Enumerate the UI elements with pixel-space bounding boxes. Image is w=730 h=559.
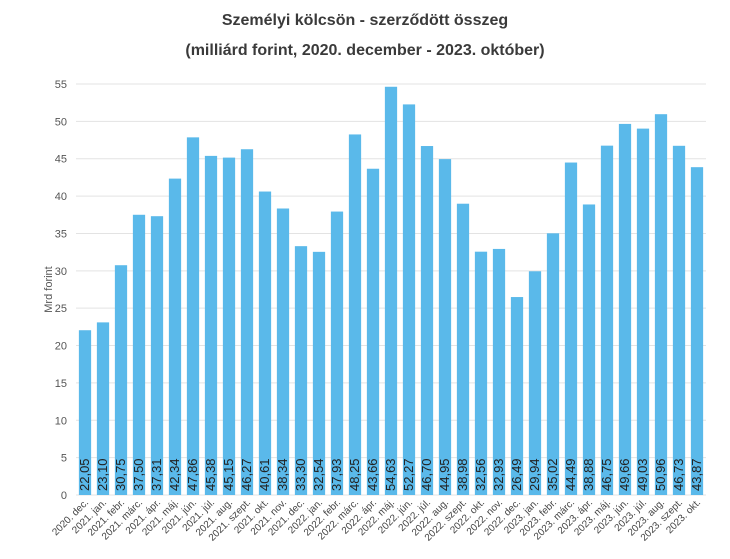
bar [150, 216, 164, 495]
y-tick-label: 40 [55, 191, 67, 203]
bar [294, 246, 308, 495]
bar [348, 134, 362, 495]
data-label: 46,70 [419, 458, 434, 491]
data-label: 50,96 [653, 458, 668, 491]
y-tick-label: 45 [55, 154, 67, 166]
data-label: 45,15 [221, 458, 236, 491]
bar [690, 167, 704, 495]
data-label: 49,66 [617, 458, 632, 491]
data-label: 38,34 [275, 458, 290, 491]
bar [564, 162, 578, 495]
bar [384, 86, 398, 496]
bar [96, 322, 110, 495]
bar [204, 155, 218, 495]
data-label: 35,02 [545, 458, 560, 491]
y-tick-label: 55 [55, 79, 67, 91]
data-label: 40,61 [257, 458, 272, 491]
bar [330, 211, 344, 495]
data-label: 49,03 [635, 458, 650, 491]
data-label: 32,93 [491, 458, 506, 491]
data-label: 44,95 [437, 458, 452, 491]
data-label: 48,25 [347, 458, 362, 491]
bar [546, 233, 560, 495]
bar [78, 330, 92, 495]
data-label: 42,34 [167, 458, 182, 491]
data-label: 38,98 [455, 458, 470, 491]
data-labels: 22,05 23,10 30,75 37,50 37,31 42,34 47,86 45,38… [77, 458, 704, 491]
bar [438, 159, 452, 496]
bar [186, 137, 200, 495]
y-tick-label: 15 [55, 378, 67, 390]
bar [168, 178, 182, 495]
data-label: 52,27 [401, 458, 416, 491]
bar [276, 208, 290, 495]
data-label: 30,75 [113, 458, 128, 491]
bar [240, 149, 254, 495]
bar [222, 157, 236, 495]
bar [420, 146, 434, 496]
data-label: 44,49 [563, 458, 578, 491]
y-tick-label: 30 [55, 266, 67, 278]
bar [582, 204, 596, 495]
data-label: 29,94 [527, 458, 542, 491]
bar [258, 191, 272, 496]
y-tick-label: 0 [61, 490, 67, 502]
data-label: 32,56 [473, 458, 488, 491]
data-label: 33,30 [293, 458, 308, 491]
y-tick-label: 50 [55, 116, 67, 128]
x-axis-ticks: 2020. dec.2021. jan.2021. febr.2021. már… [50, 497, 703, 543]
bar [474, 251, 488, 495]
data-label: 23,10 [95, 458, 110, 491]
y-axis-label: Mrd forint [43, 266, 55, 312]
data-label: 47,86 [185, 458, 200, 491]
data-label: 37,50 [131, 458, 146, 491]
bar [312, 251, 326, 495]
bar [456, 203, 470, 496]
y-tick-label: 5 [61, 453, 67, 465]
bar [366, 168, 380, 495]
bars [78, 86, 704, 496]
bar [528, 271, 542, 495]
data-label: 26,49 [509, 458, 524, 491]
data-label: 22,05 [77, 458, 92, 491]
y-tick-label: 35 [55, 228, 67, 240]
y-axis-ticks: 0 5 10 15 20 25 30 35 40 45 50 55 [55, 79, 67, 502]
data-label: 45,38 [203, 458, 218, 491]
bar [672, 145, 686, 496]
bar [600, 145, 614, 495]
data-label: 46,75 [599, 458, 614, 491]
bar [132, 214, 146, 496]
bar [114, 265, 128, 495]
data-label: 46,27 [239, 458, 254, 491]
data-label: 37,93 [329, 458, 344, 491]
data-label: 46,73 [671, 458, 686, 491]
y-tick-label: 25 [55, 303, 67, 315]
bar [618, 123, 632, 496]
data-label: 43,66 [365, 458, 380, 491]
bar [654, 114, 668, 495]
data-label: 32,54 [311, 458, 326, 491]
bar [636, 128, 650, 495]
bar [510, 297, 524, 495]
data-label: 38,88 [581, 458, 596, 491]
y-tick-label: 20 [55, 341, 67, 353]
data-label: 43,87 [689, 458, 704, 491]
chart-title: Személyi kölcsön - szerződött összeg [221, 12, 509, 29]
data-label: 37,31 [149, 458, 164, 491]
chart-subtitle: (milliárd forint, 2020. december - 2023.… [185, 42, 545, 59]
bar [492, 248, 506, 495]
bar [402, 104, 416, 495]
y-tick-label: 10 [55, 415, 67, 427]
data-label: 54,63 [383, 458, 398, 491]
